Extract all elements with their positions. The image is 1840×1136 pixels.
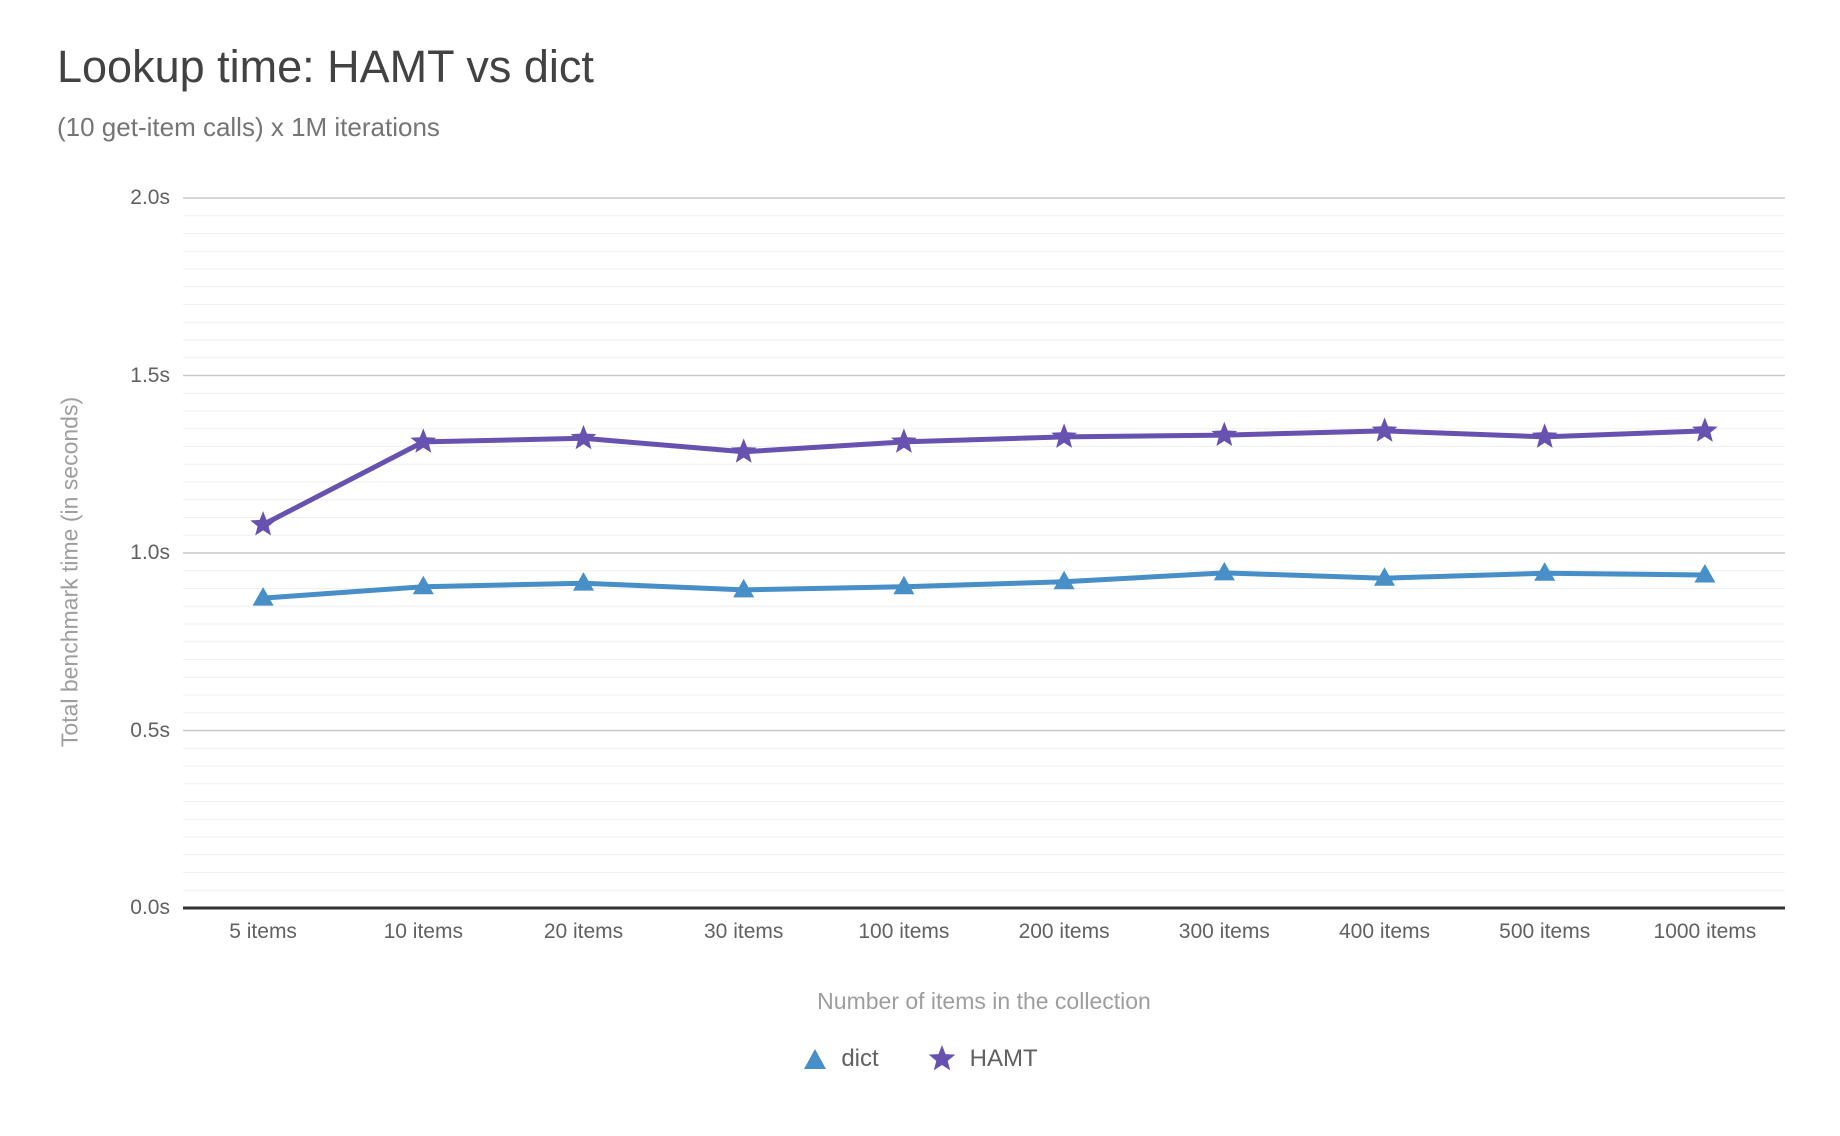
x-tick-label: 20 items	[543, 920, 624, 943]
x-tick-label: 500 items	[1499, 920, 1591, 943]
dict-data-point-marker	[252, 587, 274, 606]
hamt-data-point-marker	[570, 424, 597, 450]
x-tick-label: 10 items	[383, 920, 463, 943]
hamt-data-point-marker	[1211, 421, 1238, 447]
hamt-data-point-marker	[891, 428, 917, 453]
y-tick-label: 0.0s	[130, 896, 170, 919]
y-tick-label: 1.0s	[130, 541, 170, 564]
x-axis-title: Number of items in the collection	[817, 988, 1151, 1014]
dict-data-point-marker	[733, 578, 755, 598]
hamt-data-point-marker	[410, 428, 437, 453]
legend-label-hamt: HAMT	[969, 1045, 1038, 1072]
x-tick-label: 5 items	[229, 920, 297, 943]
x-tick-label: 100 items	[858, 920, 950, 943]
series-line-hamt	[260, 428, 1708, 528]
y-tick-label: 0.5s	[130, 718, 170, 742]
dict-data-point-marker	[1213, 561, 1235, 581]
hamt-data-point-marker	[730, 438, 757, 463]
hamt-data-point-marker	[1371, 417, 1398, 442]
plot-area	[183, 197, 1785, 910]
y-axis-title: Total benchmark time (in seconds)	[56, 396, 83, 748]
star-marker-icon	[928, 1045, 955, 1071]
chart-legend: dict HAMT	[0, 1044, 1840, 1074]
triangle-marker-icon	[804, 1049, 827, 1069]
dict-data-point-marker	[1053, 570, 1075, 590]
dict-data-point-marker	[1694, 564, 1716, 583]
x-tick-label: 400 items	[1338, 920, 1431, 943]
x-tick-label: 30 items	[704, 920, 784, 943]
hamt-data-point-marker	[1051, 423, 1077, 448]
x-tick-label: 300 items	[1178, 920, 1270, 943]
dict-data-point-marker	[1374, 567, 1395, 586]
dict-data-point-marker	[893, 575, 915, 595]
legend-label-dict: dict	[841, 1045, 879, 1072]
series-line-dict	[260, 570, 1708, 601]
chart-title: Lookup time: HAMT vs dict	[57, 41, 594, 92]
hamt-data-point-marker	[250, 511, 276, 536]
x-tick-label: 1000 items	[1653, 920, 1757, 943]
legend-item-dict: dict	[802, 1045, 879, 1073]
hamt-data-point-marker	[1531, 423, 1558, 448]
legend-item-hamt: HAMT	[927, 1044, 1038, 1074]
y-tick-label: 2.0s	[130, 186, 170, 209]
dict-data-point-marker	[412, 575, 434, 595]
dict-data-point-marker	[573, 572, 594, 591]
chart-subtitle: (10 get-item calls) x 1M iterations	[57, 112, 440, 142]
x-tick-label: 200 items	[1018, 920, 1110, 943]
y-tick-label: 1.5s	[130, 363, 170, 387]
dict-data-point-marker	[1534, 562, 1556, 581]
hamt-data-point-marker	[1692, 417, 1718, 442]
